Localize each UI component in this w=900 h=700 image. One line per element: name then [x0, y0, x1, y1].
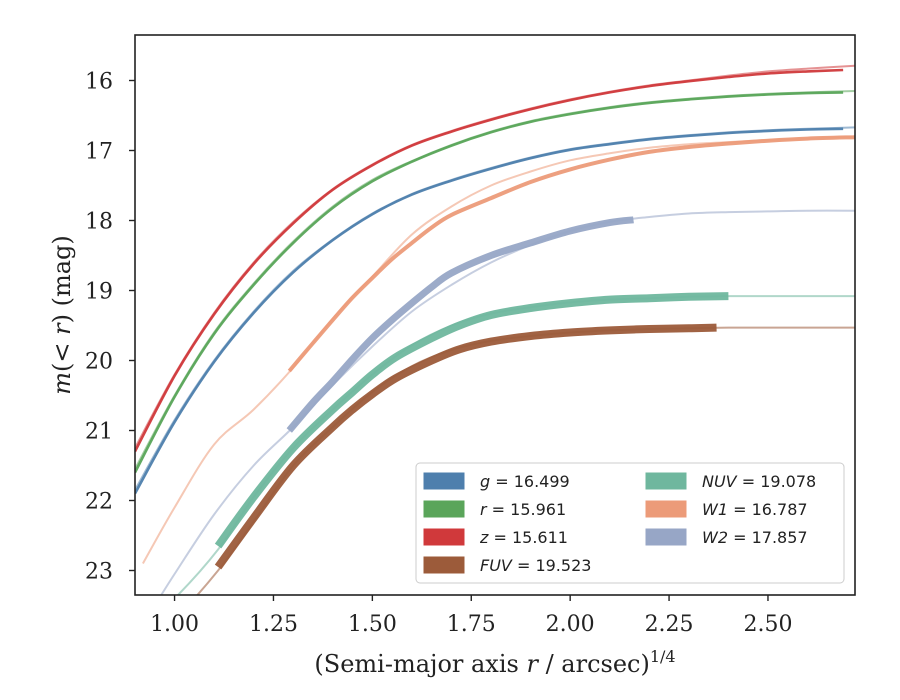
- legend-swatch-z: [423, 528, 465, 546]
- y-tick-label: 21: [85, 420, 113, 445]
- legend-label-r: r = 15.961: [480, 500, 566, 519]
- legend-item-nuv: NUV = 19.078: [645, 472, 816, 491]
- x-tick-label: 2.00: [546, 612, 595, 637]
- legend-swatch-r: [423, 500, 465, 518]
- y-tick-label: 23: [85, 560, 113, 585]
- x-tick-label: 1.00: [150, 612, 199, 637]
- series-w2-data-line: [286, 216, 634, 433]
- series-g: [135, 126, 855, 495]
- x-tick-label: 1.50: [348, 612, 397, 637]
- series-w2-model-line: [160, 209, 855, 595]
- legend-box: [415, 462, 845, 584]
- series-w1: [142, 135, 855, 564]
- series-nuv: [176, 292, 855, 595]
- y-tick-label: 22: [85, 490, 113, 515]
- legend-swatch-w1: [645, 500, 687, 518]
- x-axis-label: (Semi-major axis r / arcsec)1/4: [314, 647, 675, 678]
- plot-frame: [134, 34, 856, 596]
- x-tick-label: 2.25: [645, 612, 694, 637]
- series-nuv-data-line: [214, 292, 729, 549]
- legend-item-r: r = 15.961: [423, 500, 566, 519]
- y-axis-label: m(< r) (mag): [48, 235, 76, 395]
- x-tick-label: 1.25: [249, 612, 298, 637]
- y-axis: 16 17 18 19 20 21 22 23: [85, 70, 135, 585]
- series-r-data-line: [135, 91, 844, 474]
- series-z: [135, 64, 855, 453]
- legend-label-w1: W1 = 16.787: [702, 500, 808, 519]
- legend-item-w1: W1 = 16.787: [645, 500, 808, 519]
- legend-label-fuv: FUV = 19.523: [480, 556, 591, 575]
- x-axis: 1.00 1.25 1.50 1.75 2.00 2.25 2.50: [150, 595, 792, 637]
- legend-item-z: z = 15.611: [423, 528, 568, 547]
- legend-swatch-fuv: [423, 556, 465, 574]
- series-fuv-data-line: [214, 323, 717, 570]
- y-tick-label: 19: [85, 280, 113, 305]
- y-tick-label: 17: [85, 140, 113, 165]
- legend: g = 16.499 r = 15.961 z = 15.611 FUV = 19.5…: [415, 462, 845, 584]
- legend-item-g: g = 16.499: [423, 472, 570, 491]
- legend-item-fuv: FUV = 19.523: [423, 556, 591, 575]
- legend-label-w2: W2 = 17.857: [702, 528, 808, 547]
- series-layer: [135, 64, 855, 595]
- x-tick-label: 1.75: [447, 612, 496, 637]
- series-fuv: [195, 323, 855, 595]
- legend-swatch-nuv: [645, 472, 687, 490]
- y-tick-label: 20: [85, 350, 113, 375]
- series-w1-data-line: [287, 135, 855, 373]
- x-tick-label: 2.50: [743, 612, 792, 637]
- y-tick-label: 18: [85, 210, 113, 235]
- series-r: [135, 90, 855, 474]
- legend-label-g: g = 16.499: [480, 472, 570, 491]
- legend-label-nuv: NUV = 19.078: [702, 472, 816, 491]
- series-g-data-line: [135, 127, 844, 495]
- series-w2: [160, 209, 855, 595]
- legend-item-w2: W2 = 17.857: [645, 528, 808, 547]
- legend-swatch-w2: [645, 528, 687, 546]
- series-z-data-line: [135, 68, 844, 453]
- legend-swatch-g: [423, 472, 465, 490]
- y-tick-label: 16: [85, 70, 113, 95]
- legend-label-z: z = 15.611: [479, 528, 568, 547]
